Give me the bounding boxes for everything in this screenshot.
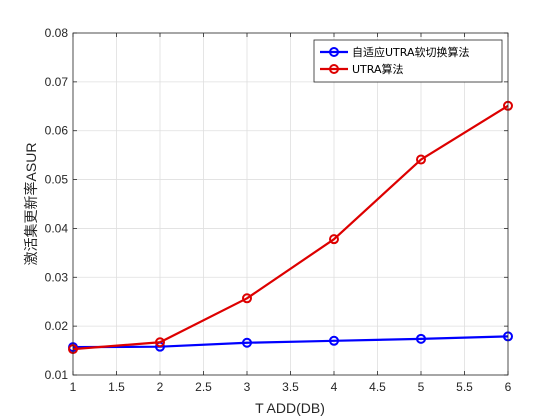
x-tick-label: 1 <box>70 380 77 394</box>
x-tick-label: 2.5 <box>195 380 212 394</box>
data-point <box>242 337 252 348</box>
legend: 自适应UTRA软切换算法 UTRA算法 <box>313 39 503 83</box>
x-tick-label: 3.5 <box>282 380 299 394</box>
x-tick-label: 4 <box>331 380 338 394</box>
legend-box <box>313 39 503 83</box>
data-point <box>242 293 252 304</box>
data-point <box>329 335 339 346</box>
y-tick-label: 0.06 <box>45 124 69 138</box>
data-point <box>416 333 426 344</box>
legend-item: UTRA算法 <box>320 62 404 76</box>
x-tick-label: 4.5 <box>369 380 386 394</box>
x-tick-label: 2 <box>157 380 164 394</box>
x-tick-label: 6 <box>505 380 512 394</box>
y-tick-label: 0.04 <box>45 221 69 235</box>
tick-group: 1 1.5 2 2.5 3 3.5 4 4.5 5 5.5 6 0.01 0.02 0.03 0.04 0.0… <box>45 26 512 394</box>
x-tick-label: 5 <box>418 380 425 394</box>
y-tick-label: 0.03 <box>45 270 69 284</box>
x-axis-label: T ADD(DB) <box>255 400 325 416</box>
x-tick-label: 5.5 <box>456 380 473 394</box>
legend-label: UTRA算法 <box>352 62 404 76</box>
x-tick-label: 3 <box>244 380 251 394</box>
y-axis-label: 激活集更新率ASUR <box>23 143 39 266</box>
y-tick-label: 0.02 <box>45 319 69 333</box>
legend-label: 自适应UTRA软切换算法 <box>352 45 470 59</box>
legend-item: 自适应UTRA软切换算法 <box>320 45 470 59</box>
legend-marker <box>329 47 339 57</box>
y-tick-label: 0.05 <box>45 173 69 187</box>
series-line <box>72 335 509 349</box>
x-tick-label: 1.5 <box>108 380 125 394</box>
y-tick-label: 0.01 <box>45 368 69 382</box>
data-point <box>416 154 426 165</box>
data-point <box>155 337 165 348</box>
y-tick-label: 0.08 <box>45 26 69 40</box>
series-2 <box>68 100 513 355</box>
legend-marker <box>329 64 339 74</box>
series-line <box>72 104 509 351</box>
data-point <box>329 234 339 245</box>
y-tick-label: 0.07 <box>45 75 69 89</box>
